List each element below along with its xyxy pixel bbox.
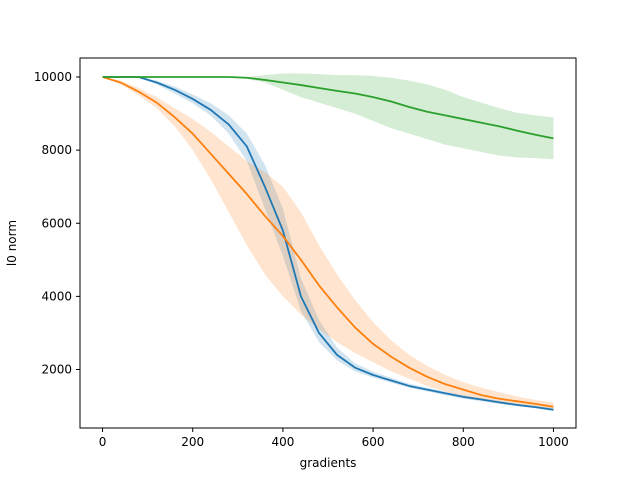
y-tick-label: 4000 [41, 289, 72, 303]
line-series-2 [102, 76, 554, 408]
y-tick-label: 10000 [34, 70, 72, 84]
x-tick-label: 200 [181, 435, 204, 449]
y-tick-label: 8000 [41, 143, 72, 157]
x-tick-label: 400 [271, 435, 294, 449]
line-series-3 [102, 76, 554, 140]
band-series-3 [102, 73, 554, 160]
x-axis-ticks: 0 200 400 600 800 1000 [99, 428, 569, 449]
x-tick-label: 0 [99, 435, 107, 449]
series-lines [102, 76, 554, 411]
y-tick-label: 2000 [41, 363, 72, 377]
line-series-1 [102, 76, 554, 411]
x-axis-label: gradients [300, 456, 357, 470]
x-tick-label: 600 [362, 435, 385, 449]
y-axis-label: l0 norm [5, 220, 19, 266]
x-tick-label: 1000 [538, 435, 569, 449]
y-axis-ticks: 2000 4000 6000 8000 10000 [34, 70, 80, 377]
y-tick-label: 6000 [41, 216, 72, 230]
plot-frame [79, 57, 577, 429]
x-tick-label: 800 [452, 435, 475, 449]
